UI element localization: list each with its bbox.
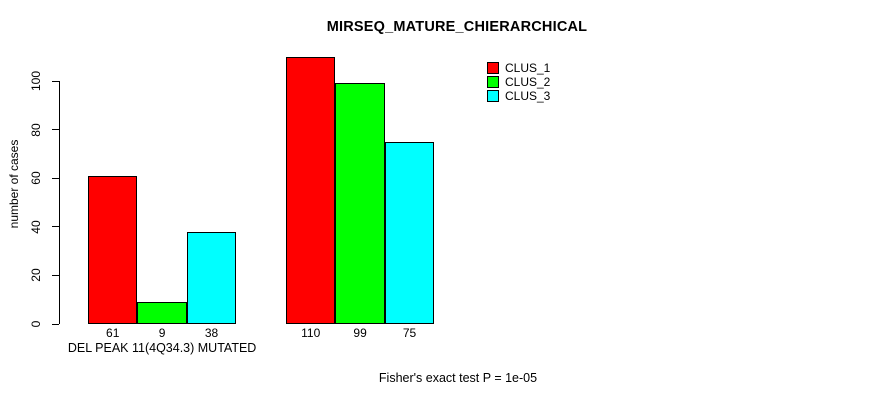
legend: CLUS_1 CLUS_2 CLUS_3 [487, 61, 550, 103]
legend-item: CLUS_3 [487, 89, 550, 103]
bar [384, 141, 435, 324]
bar-value-label: 110 [301, 326, 321, 340]
y-axis-line [59, 81, 60, 324]
legend-swatch [487, 90, 499, 102]
bar-value-label: 61 [106, 326, 120, 340]
legend-swatch [487, 76, 499, 88]
bar [335, 83, 385, 324]
y-tick-mark [52, 226, 59, 228]
bar-value-label: 9 [158, 326, 166, 340]
legend-label: CLUS_1 [505, 61, 551, 75]
bar [286, 56, 336, 324]
y-tick-mark [52, 177, 59, 179]
legend-label: CLUS_2 [505, 75, 551, 89]
y-tick-label: 0 [29, 320, 43, 328]
y-tick-label: 20 [29, 268, 43, 283]
y-tick-label: 80 [29, 122, 43, 137]
group-label: DEL PEAK 11(4Q34.3) MUTATED [67, 341, 257, 355]
footnote: Fisher's exact test P = 1e-05 [378, 371, 538, 385]
y-tick-label: 40 [29, 220, 43, 234]
y-tick-mark [52, 274, 59, 276]
bar [186, 231, 237, 324]
y-tick-label: 100 [29, 70, 43, 92]
legend-swatch [487, 62, 499, 74]
y-axis-label: number of cases [7, 139, 21, 229]
y-tick-mark [52, 323, 59, 325]
legend-label: CLUS_3 [505, 89, 551, 103]
legend-item: CLUS_1 [487, 61, 550, 75]
bar-value-label: 99 [353, 326, 367, 340]
y-tick-label: 60 [29, 171, 43, 185]
bar [137, 302, 187, 324]
bar-value-label: 38 [204, 326, 219, 340]
legend-item: CLUS_2 [487, 75, 550, 89]
chart-title: MIRSEQ_MATURE_CHIERARCHICAL [326, 19, 588, 35]
y-tick-mark [52, 129, 59, 131]
y-tick-mark [52, 80, 59, 82]
bar-value-label: 75 [402, 326, 417, 340]
bar [88, 175, 138, 324]
